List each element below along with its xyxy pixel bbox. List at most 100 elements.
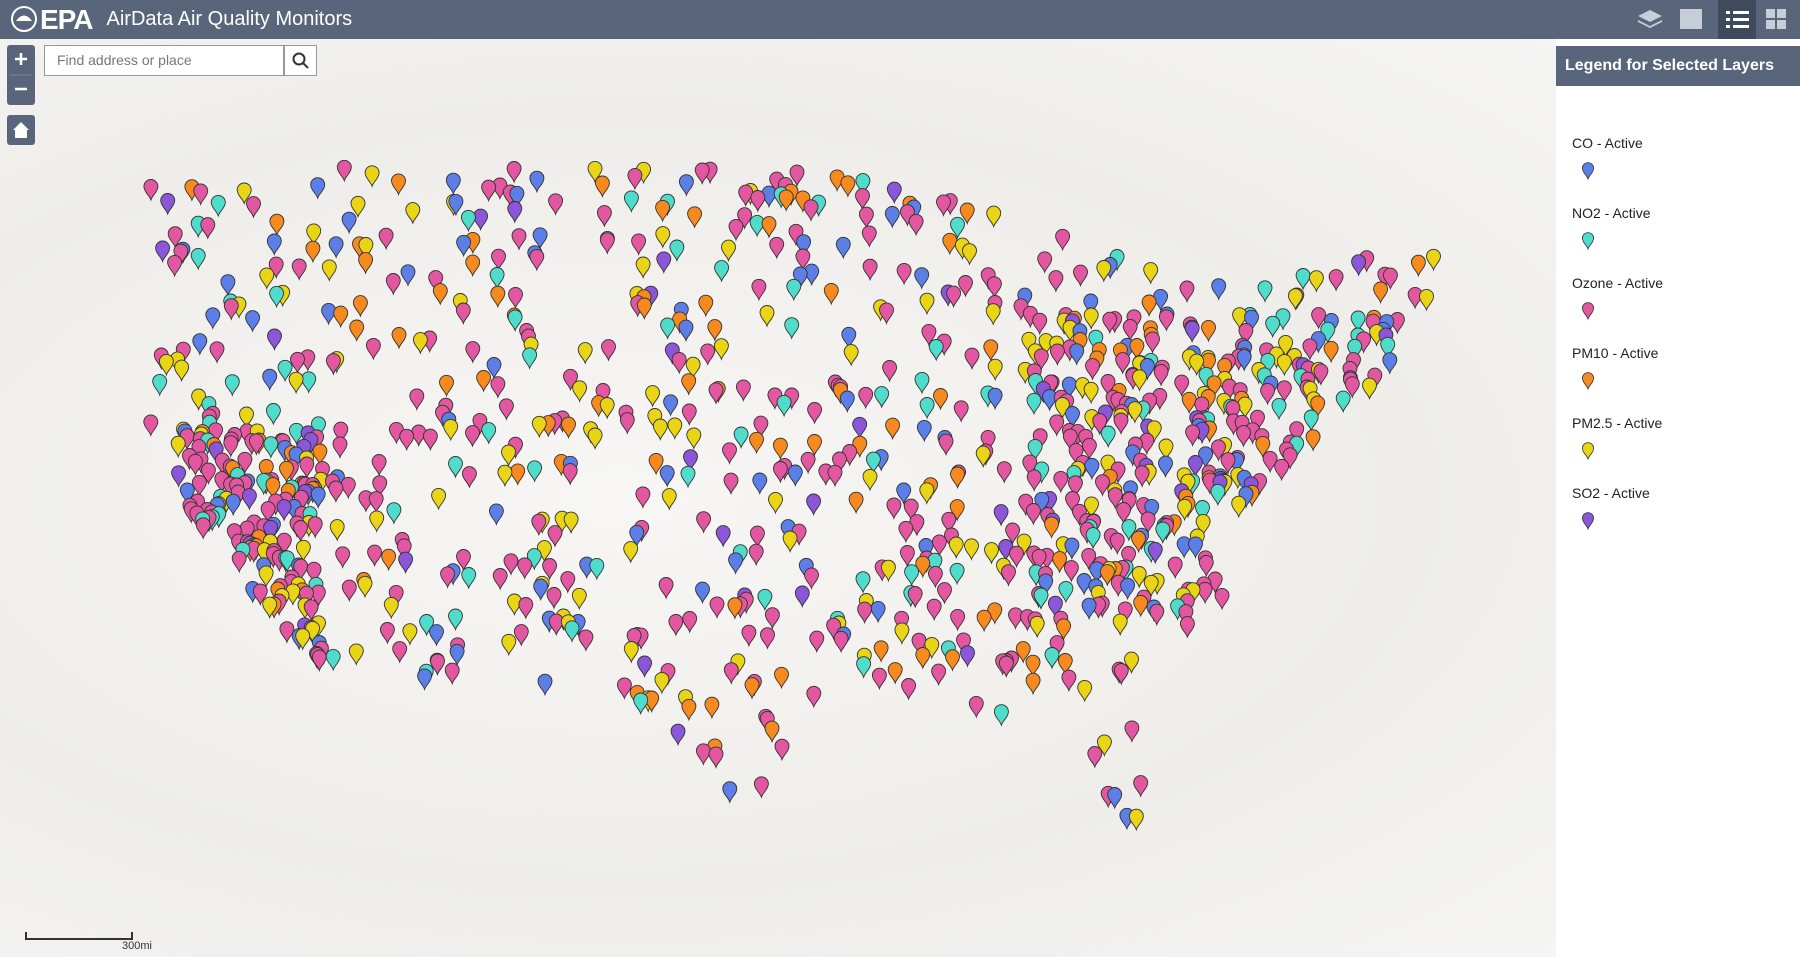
monitor-pin[interactable]: [341, 579, 357, 603]
monitor-pin[interactable]: [865, 451, 881, 475]
monitor-pin[interactable]: [1112, 613, 1128, 637]
monitor-pin[interactable]: [578, 629, 594, 652]
monitor-pin[interactable]: [908, 213, 924, 237]
monitor-pin[interactable]: [1057, 653, 1073, 676]
monitor-pin[interactable]: [1100, 425, 1116, 449]
monitor-pin[interactable]: [933, 388, 948, 411]
monitor-pin[interactable]: [267, 328, 282, 352]
monitor-pin[interactable]: [700, 343, 716, 366]
widgets-icon[interactable]: [1766, 9, 1786, 29]
monitor-pin[interactable]: [880, 559, 896, 583]
monitor-pin[interactable]: [1210, 483, 1226, 507]
monitor-pin[interactable]: [753, 776, 769, 799]
monitor-pin[interactable]: [804, 263, 820, 287]
monitor-pin[interactable]: [958, 275, 973, 298]
search-input[interactable]: Find address or place: [44, 45, 284, 76]
monitor-pin[interactable]: [1087, 746, 1103, 769]
monitor-pin[interactable]: [405, 202, 421, 225]
monitor-pin[interactable]: [722, 781, 738, 804]
monitor-pin[interactable]: [809, 630, 825, 654]
monitor-pin[interactable]: [1081, 547, 1097, 571]
monitor-pin[interactable]: [430, 653, 445, 677]
monitor-pin[interactable]: [1009, 545, 1024, 569]
monitor-pin[interactable]: [371, 454, 387, 477]
monitor-pin[interactable]: [1271, 397, 1287, 421]
monitor-pin[interactable]: [220, 274, 236, 297]
monitor-pin[interactable]: [245, 310, 261, 333]
monitor-pin[interactable]: [1158, 455, 1173, 479]
monitor-pin[interactable]: [655, 226, 671, 249]
monitor-pin[interactable]: [333, 305, 349, 329]
map[interactable]: [0, 39, 1556, 957]
monitor-pin[interactable]: [759, 305, 775, 328]
monitor-pin[interactable]: [1122, 319, 1138, 342]
monitor-pin[interactable]: [1001, 564, 1016, 587]
monitor-pin[interactable]: [564, 620, 580, 643]
monitor-pin[interactable]: [1260, 382, 1276, 406]
monitor-pin[interactable]: [529, 248, 545, 272]
monitor-pin[interactable]: [443, 418, 459, 442]
monitor-pin[interactable]: [760, 627, 775, 650]
monitor-pin[interactable]: [1085, 527, 1101, 550]
monitor-pin[interactable]: [1211, 278, 1227, 301]
monitor-pin[interactable]: [1276, 353, 1292, 377]
monitor-pin[interactable]: [904, 564, 920, 587]
monitor-pin[interactable]: [341, 211, 357, 235]
monitor-pin[interactable]: [456, 234, 472, 258]
monitor-pin[interactable]: [507, 201, 523, 224]
monitor-pin[interactable]: [258, 565, 274, 588]
monitor-pin[interactable]: [1047, 595, 1063, 619]
monitor-pin[interactable]: [1022, 454, 1038, 477]
monitor-pin[interactable]: [489, 267, 505, 290]
monitor-pin[interactable]: [511, 228, 527, 251]
monitor-pin[interactable]: [1295, 268, 1311, 291]
monitor-pin[interactable]: [1131, 530, 1147, 554]
monitor-pin[interactable]: [874, 386, 890, 409]
monitor-pin[interactable]: [587, 160, 603, 184]
monitor-pin[interactable]: [158, 353, 174, 377]
monitor-pin[interactable]: [823, 282, 839, 306]
monitor-pin[interactable]: [531, 415, 547, 439]
monitor-pin[interactable]: [332, 436, 348, 459]
monitor-pin[interactable]: [827, 464, 843, 488]
monitor-pin[interactable]: [1085, 358, 1100, 381]
monitor-pin[interactable]: [513, 624, 529, 647]
monitor-pin[interactable]: [873, 640, 889, 663]
monitor-pin[interactable]: [599, 397, 615, 420]
monitor-pin[interactable]: [1031, 548, 1047, 572]
monitor-pin[interactable]: [1195, 513, 1211, 537]
monitor-pin[interactable]: [325, 648, 341, 672]
monitor-pin[interactable]: [931, 534, 947, 557]
monitor-pin[interactable]: [1153, 364, 1169, 387]
monitor-pin[interactable]: [548, 193, 564, 216]
monitor-pin[interactable]: [800, 451, 816, 475]
monitor-pin[interactable]: [1084, 496, 1099, 519]
monitor-pin[interactable]: [1236, 425, 1251, 448]
monitor-pin[interactable]: [522, 347, 538, 370]
monitor-pin[interactable]: [481, 179, 497, 203]
monitor-pin[interactable]: [265, 477, 281, 500]
monitor-pin[interactable]: [648, 452, 664, 476]
monitor-pin[interactable]: [619, 412, 635, 435]
monitor-pin[interactable]: [357, 575, 373, 599]
monitor-pin[interactable]: [1305, 429, 1321, 452]
monitor-pin[interactable]: [358, 237, 374, 260]
monitor-pin[interactable]: [986, 276, 1002, 299]
monitor-pin[interactable]: [1201, 352, 1216, 376]
monitor-pin[interactable]: [262, 368, 278, 392]
monitor-pin[interactable]: [728, 552, 744, 575]
monitor-pin[interactable]: [358, 252, 374, 275]
monitor-pin[interactable]: [749, 431, 764, 455]
monitor-pin[interactable]: [855, 173, 871, 196]
monitor-pin[interactable]: [1276, 380, 1292, 403]
monitor-pin[interactable]: [246, 540, 262, 564]
monitor-pin[interactable]: [1225, 400, 1241, 423]
monitor-pin[interactable]: [946, 285, 962, 309]
monitor-pin[interactable]: [1133, 775, 1149, 798]
monitor-pin[interactable]: [301, 371, 317, 394]
monitor-pin[interactable]: [160, 193, 176, 216]
monitor-pin[interactable]: [265, 403, 281, 426]
monitor-pin[interactable]: [252, 583, 268, 607]
monitor-pin[interactable]: [896, 482, 912, 506]
monitor-pin[interactable]: [386, 502, 402, 525]
